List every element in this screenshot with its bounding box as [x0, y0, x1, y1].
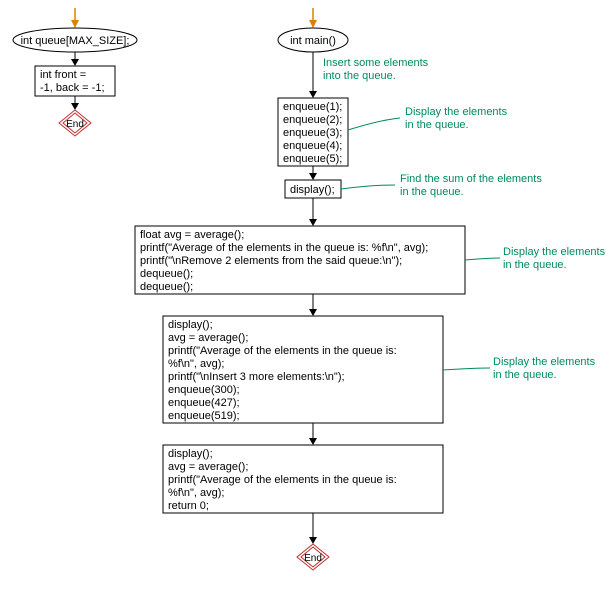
svg-text:printf("Average of the element: printf("Average of the elements in the q… [140, 242, 428, 254]
svg-text:enqueue(1);: enqueue(1); [283, 101, 342, 113]
svg-text:display();: display(); [168, 448, 213, 460]
right-arrow-2 [309, 166, 317, 180]
svg-text:display();: display(); [168, 319, 213, 331]
svg-text:dequeue();: dequeue(); [140, 281, 193, 293]
svg-text:avg = average();: avg = average(); [168, 461, 248, 473]
annot4-connector [465, 258, 500, 260]
left-box-line2: -1, back = -1; [40, 82, 105, 94]
right-arrow-3 [309, 198, 317, 226]
right-box-avg2: display(); avg = average(); printf("Aver… [163, 316, 443, 423]
annot3-connector [341, 185, 395, 189]
left-end-text: End [66, 119, 84, 130]
annot3-line1: Find the sum of the elements [400, 173, 542, 185]
annot2-line1: Display the elements [405, 106, 508, 118]
right-box-display1: display(); [285, 180, 341, 198]
left-end-node: End [59, 110, 91, 136]
svg-text:return 0;: return 0; [168, 500, 209, 512]
svg-text:printf("\nInsert 3 more elemen: printf("\nInsert 3 more elements:\n"); [168, 371, 345, 383]
left-box-line1: int front = [40, 69, 86, 81]
right-box-avg3: display(); avg = average(); printf("Aver… [163, 445, 443, 513]
annot3-line2: in the queue. [400, 186, 464, 198]
annot5-line2: in the queue. [493, 369, 557, 381]
annot5-connector [443, 368, 490, 370]
svg-text:%f\n", avg);: %f\n", avg); [168, 358, 224, 370]
left-ellipse-text: int queue[MAX_SIZE]; [21, 35, 130, 47]
svg-text:printf("Average of the element: printf("Average of the elements in the q… [168, 474, 397, 486]
right-box-avg1: float avg = average(); printf("Average o… [135, 226, 465, 294]
left-ellipse-declaration: int queue[MAX_SIZE]; [13, 28, 137, 52]
annot1-line1: Insert some elements [323, 57, 429, 69]
annot1-line2: into the queue. [323, 70, 396, 82]
left-arrow-1 [71, 52, 79, 66]
svg-text:enqueue(5);: enqueue(5); [283, 153, 342, 165]
svg-text:enqueue(4);: enqueue(4); [283, 140, 342, 152]
right-arrow-5 [309, 423, 317, 445]
annot5-line1: Display the elements [493, 356, 596, 368]
left-entry-arrow [71, 8, 79, 28]
svg-text:printf("Average of the element: printf("Average of the elements in the q… [168, 345, 397, 357]
svg-text:enqueue(3);: enqueue(3); [283, 127, 342, 139]
annot2-line2: in the queue. [405, 119, 469, 131]
right-entry-arrow [309, 8, 317, 28]
svg-text:display();: display(); [290, 184, 335, 196]
annot2-connector [348, 118, 400, 130]
right-arrow-6 [309, 513, 317, 544]
svg-text:enqueue(300);: enqueue(300); [168, 384, 240, 396]
annot4-line2: in the queue. [503, 259, 567, 271]
svg-text:float avg = average();: float avg = average(); [140, 229, 244, 241]
svg-text:enqueue(2);: enqueue(2); [283, 114, 342, 126]
svg-text:avg = average();: avg = average(); [168, 332, 248, 344]
flowchart-diagram: int queue[MAX_SIZE]; int front = -1, bac… [0, 0, 610, 612]
svg-text:%f\n", avg);: %f\n", avg); [168, 487, 224, 499]
svg-text:enqueue(427);: enqueue(427); [168, 397, 240, 409]
annot4-line1: Display the elements [503, 246, 606, 258]
right-ellipse-main: int main() [278, 28, 348, 52]
left-box-vars: int front = -1, back = -1; [35, 66, 115, 96]
right-end-node: End [297, 544, 329, 570]
right-arrow-4 [309, 294, 317, 316]
left-arrow-2 [71, 96, 79, 110]
svg-text:enqueue(519);: enqueue(519); [168, 410, 240, 422]
right-arrow-1 [309, 52, 317, 98]
svg-text:dequeue();: dequeue(); [140, 268, 193, 280]
right-ellipse-text: int main() [290, 35, 336, 47]
right-end-text: End [304, 553, 322, 564]
right-box-enqueue: enqueue(1); enqueue(2); enqueue(3); enqu… [278, 98, 348, 166]
svg-text:printf("\nRemove 2 elements fr: printf("\nRemove 2 elements from the sai… [140, 255, 402, 267]
